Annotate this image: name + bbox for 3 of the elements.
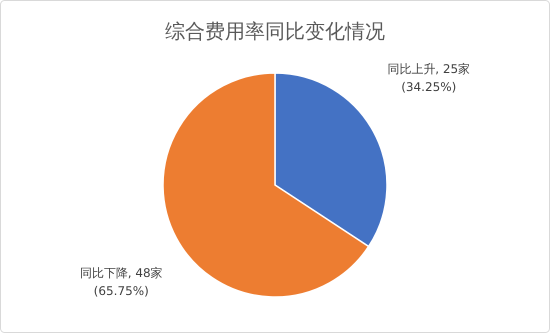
- slice-label: 同比下降, 48家 (65.75%): [80, 266, 163, 298]
- slice-label: 同比上升, 25家 (34.25%): [387, 62, 470, 94]
- chart-title: 综合费用率同比变化情况: [165, 19, 385, 43]
